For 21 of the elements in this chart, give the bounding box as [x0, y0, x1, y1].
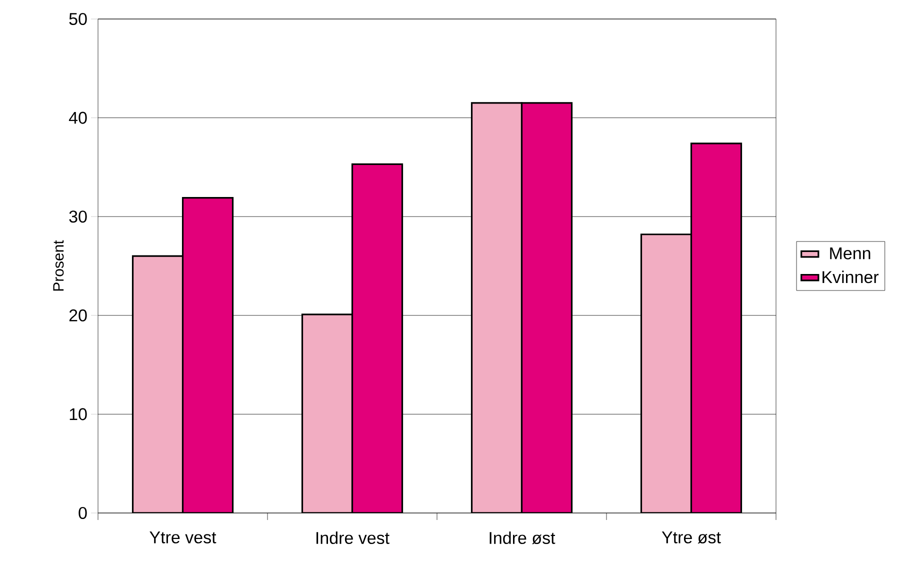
bar — [351, 163, 404, 513]
x-tick-label: Indre øst — [490, 532, 556, 544]
y-tick-label: 20 — [69, 309, 87, 322]
bar — [470, 102, 523, 513]
bar — [520, 102, 573, 513]
y-tick-label: 10 — [70, 408, 87, 420]
y-tick-label: 30 — [69, 210, 87, 223]
y-tick-label: 50 — [69, 12, 87, 26]
bar — [301, 314, 354, 513]
x-tick-label: Ytre øst — [662, 532, 721, 544]
y-tick-label: 0 — [78, 506, 87, 520]
bar — [640, 234, 692, 513]
bar — [182, 197, 234, 513]
legend-label: Menn — [830, 247, 870, 260]
bar — [132, 255, 184, 513]
y-tick-label: 40 — [68, 112, 87, 124]
legend-label: Kvinner — [822, 270, 879, 284]
x-tick-label: Ytre vest — [150, 532, 216, 544]
y-axis-title: Prosent — [53, 240, 64, 291]
bar — [690, 142, 742, 513]
x-tick-label: Indre vest — [316, 532, 390, 544]
